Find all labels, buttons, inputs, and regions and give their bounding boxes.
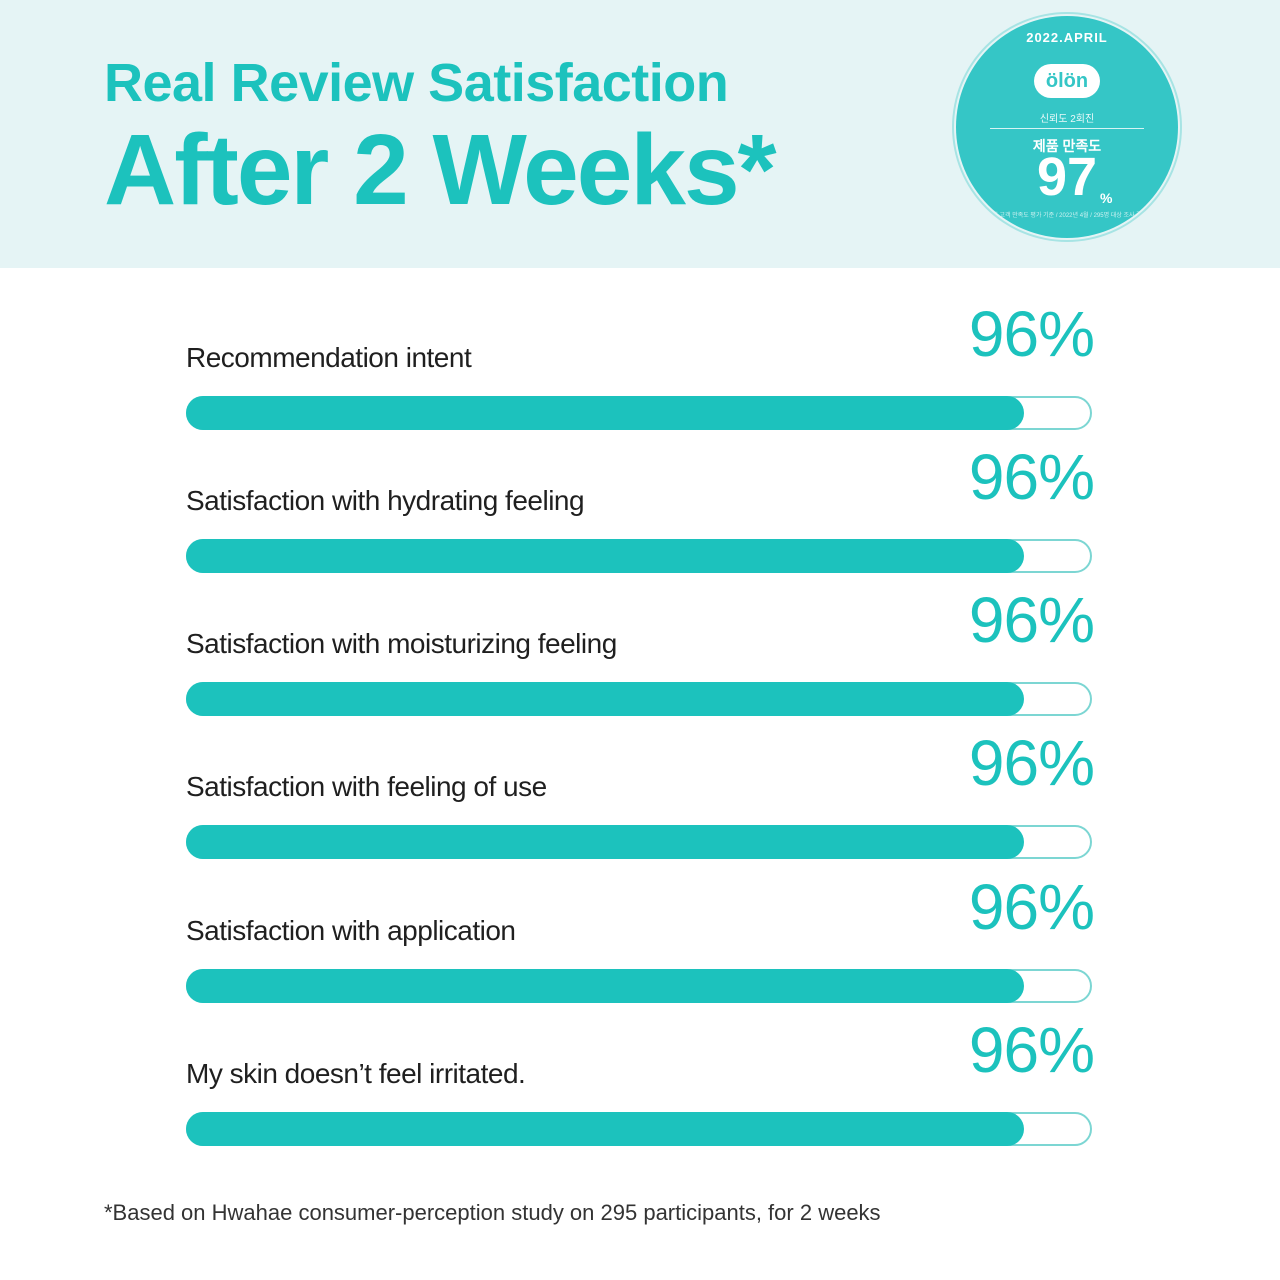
bar-track [186,682,1092,716]
page-title: Real Review Satisfaction [104,53,729,113]
bar-track [186,969,1092,1003]
bar-label: Satisfaction with hydrating feeling [186,485,585,516]
bar-value-label: 96% [968,298,1095,370]
bar-fill [186,396,1024,430]
bar-value-label: 96% [968,871,1095,943]
bar-row: Recommendation intent 96% [186,302,1095,446]
header: Real Review Satisfaction After 2 Weeks* … [0,0,1280,268]
badge-date: 2022.APRIL [1026,30,1108,45]
bar-fill [186,1112,1024,1146]
bar-row: Satisfaction with moisturizing feeling 96… [186,588,1095,732]
bar-label: Satisfaction with feeling of use [186,771,547,802]
bar-track [186,396,1092,430]
bar-label: My skin doesn’t feel irritated. [186,1058,526,1089]
bar-row: Satisfaction with feeling of use 96% [186,731,1095,875]
bar-fill [186,682,1024,716]
bar-track [186,825,1092,859]
page-subtitle: After 2 Weeks* [104,114,776,226]
bar-fill [186,825,1024,859]
bar-value-label: 96% [968,441,1095,513]
bar-value-label: 96% [968,584,1095,656]
bar-label: Satisfaction with application [186,915,516,946]
badge-logo: ölön [1034,64,1100,98]
bar-value-label: 96% [968,1014,1095,1086]
badge-percent-sign: % [1100,190,1113,206]
badge-small-text: 신뢰도 2회진 [1039,114,1095,125]
bar-track [186,539,1092,573]
bar-fill [186,539,1024,573]
bar-fill [186,969,1024,1003]
bar-label: Recommendation intent [186,342,472,373]
bar-track [186,1112,1092,1146]
bar-label: Satisfaction with moisturizing feeling [186,628,617,659]
footnote: *Based on Hwahae consumer-perception stu… [104,1200,881,1225]
badge-footnote: 화해 고객 만족도 평가 기준 / 2022년 4월 / 295명 대상 조사 … [986,213,1148,219]
bar-row: Satisfaction with application 96% [186,875,1095,1019]
bar-value-label: 96% [968,727,1095,799]
bar-row: Satisfaction with hydrating feeling 96% [186,445,1095,589]
badge-divider [990,128,1144,129]
badge-value: 97 [1036,147,1098,207]
badge-label: 제품 만족도 [1032,138,1102,154]
satisfaction-badge: 2022.APRIL ölön 신뢰도 2회진 제품 만족도 97 % 화해 고… [956,16,1178,238]
bar-row: My skin doesn’t feel irritated. 96% [186,1018,1095,1162]
satisfaction-bar-chart: Recommendation intent 96% Satisfaction wit… [0,268,1280,1168]
